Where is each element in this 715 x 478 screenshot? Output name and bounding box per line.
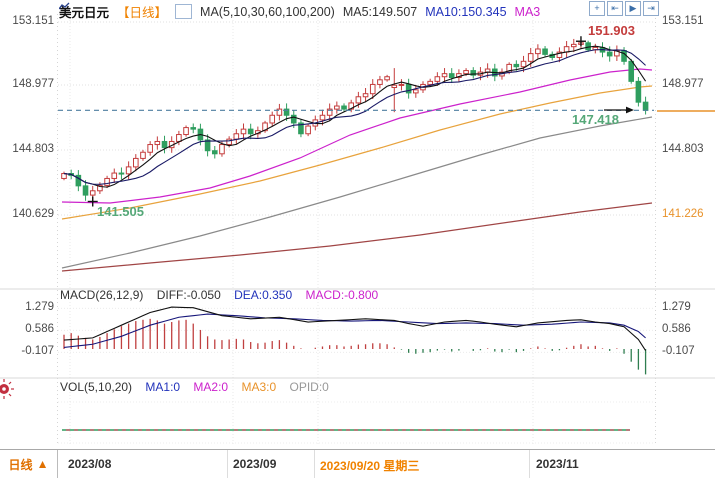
symbol-title: 美元日元 (59, 6, 110, 20)
price-axis-right-4: 141.226 (662, 208, 704, 220)
vol-opid-label: OPID:0 (289, 380, 329, 394)
ruler-separator (529, 450, 530, 478)
date-label-selected: 2023/09/20 星期三 (320, 459, 420, 473)
vol-settings-label: VOL(5,10,20) (60, 380, 133, 394)
macd-diff-label: DIFF:-0.050 (156, 288, 221, 302)
macd-axis-right-3: -0.107 (662, 345, 695, 357)
price-axis-left-4: 140.629 (12, 208, 54, 220)
macd-axis-right-1: 1.279 (662, 301, 691, 313)
macd-axis-right-2: 0.586 (662, 323, 691, 335)
price-axis-left-1: 153.151 (12, 15, 54, 27)
date-label-nov: 2023/11 (536, 457, 579, 471)
vol-ma2-label: MA2:0 (193, 380, 229, 394)
date-label-aug: 2023/08 (68, 457, 112, 471)
price-axis-right-2: 148.977 (662, 78, 704, 90)
period-selector[interactable]: 日线 ▲ (0, 450, 58, 478)
period-tag: 【日线】 (117, 6, 168, 20)
ruler-separator (227, 450, 228, 478)
macd-axis-left-1: 1.279 (25, 301, 54, 313)
last-price-marker: 147.418 (572, 112, 619, 127)
macd-macd-label: MACD:-0.800 (305, 288, 379, 302)
price-axis-left-3: 144.803 (12, 143, 54, 155)
macd-axis-left-2: 0.586 (25, 323, 54, 335)
chart-header: 美元日元 【日线】 MA(5,10,30,60,100,200) MA5:149… (59, 2, 540, 21)
ma10-value-label: MA10:150.345 (425, 4, 507, 19)
macd-settings-label: MACD(26,12,9) (60, 288, 144, 302)
pan-left-icon[interactable]: ⇤ (607, 1, 623, 16)
vol-ma3-label: MA3:0 (241, 380, 277, 394)
price-axis-left-2: 148.977 (12, 78, 54, 90)
pan-right-icon[interactable]: ⇥ (643, 1, 659, 16)
macd-dea-label: DEA:0.350 (234, 288, 293, 302)
ma5-value-label: MA5:149.507 (342, 4, 418, 19)
price-axis-right-3: 144.803 (662, 143, 704, 155)
crosshair-icon[interactable]: + (589, 1, 605, 16)
low-price-marker: 141.505 (97, 204, 144, 219)
chart-toolbar: + ⇤ ▶ ⇥ (589, 1, 659, 16)
macd-header: MACD(26,12,9) DIFF:-0.050 DEA:0.350 MACD… (60, 288, 388, 302)
price-axis-right-1: 153.151 (662, 15, 704, 27)
macd-axis-left-3: -0.107 (21, 345, 54, 357)
play-icon[interactable]: ▶ (625, 1, 641, 16)
period-selector-label: 日线 (8, 457, 33, 472)
line-chart-icon[interactable] (59, 2, 193, 19)
date-label-sep: 2023/09 (233, 457, 277, 471)
vol-header: VOL(5,10,20) MA1:0 MA2:0 MA3:0 OPID:0 (60, 380, 339, 394)
vol-ma1-label: MA1:0 (145, 380, 181, 394)
ma-settings-label: MA(5,10,30,60,100,200) (200, 4, 335, 19)
date-ruler: 日线 ▲ 2023/08 2023/09 2023/09/20 星期三 2023… (0, 449, 715, 478)
ma30-value-label: MA3 (514, 4, 541, 19)
chevron-up-icon: ▲ (36, 457, 49, 471)
high-price-marker: 151.903 (588, 23, 635, 38)
ruler-separator (314, 450, 315, 478)
